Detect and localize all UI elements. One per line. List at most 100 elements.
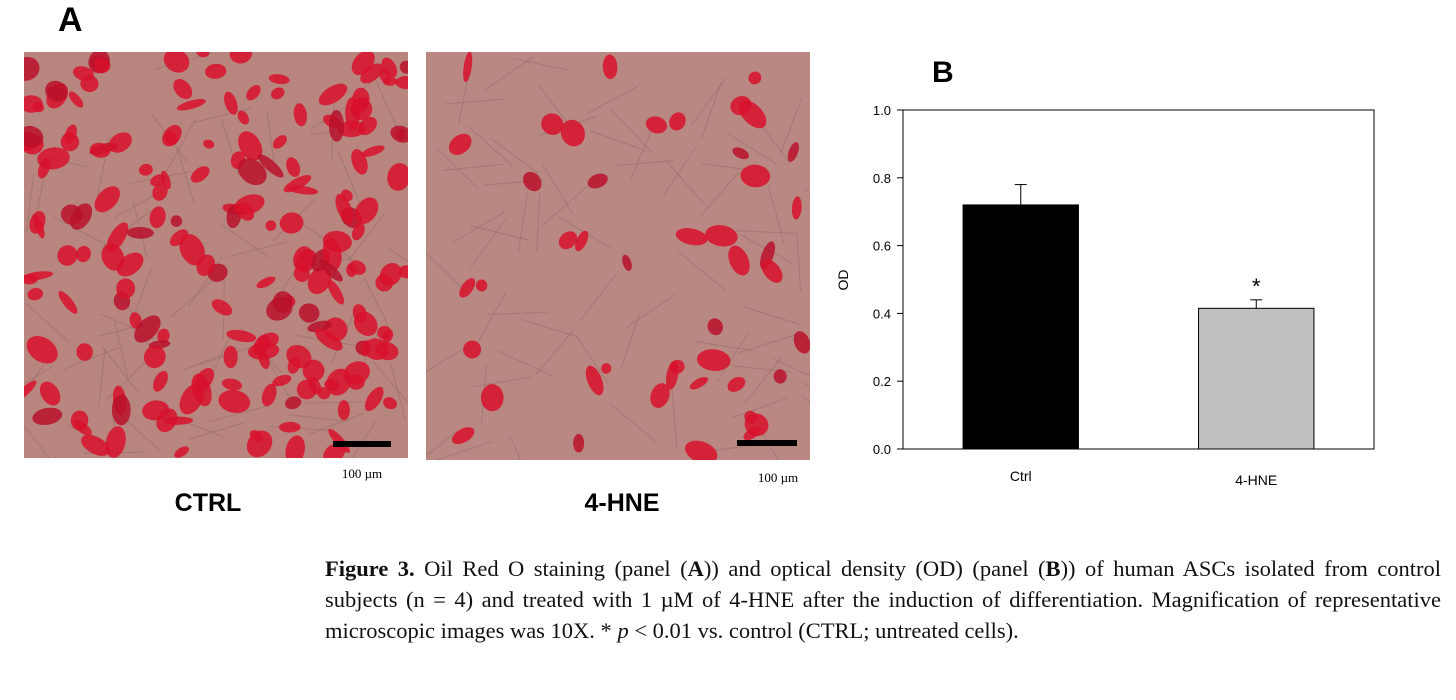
stained-cell <box>138 163 153 176</box>
stained-cell <box>287 185 319 195</box>
stained-cell <box>101 243 125 271</box>
stained-cell <box>395 76 408 90</box>
stained-cell <box>475 279 488 292</box>
stained-cell <box>24 380 37 403</box>
cell-fiber <box>509 436 522 460</box>
stained-cell <box>744 410 758 424</box>
stained-cell <box>191 373 212 407</box>
stained-cell <box>705 225 738 247</box>
stained-cell <box>94 57 109 74</box>
cell-fiber <box>744 306 802 326</box>
cell-fiber <box>347 212 386 262</box>
stained-cell <box>246 430 273 458</box>
stained-cell <box>347 374 365 390</box>
cell-fiber <box>511 57 571 71</box>
stained-cell <box>203 139 215 149</box>
stained-cell <box>237 158 267 186</box>
cell-fiber <box>266 110 276 171</box>
cell-fiber <box>98 348 106 408</box>
bar <box>962 204 1079 450</box>
cell-fiber <box>737 334 796 354</box>
stained-cell <box>38 158 51 179</box>
stained-cell <box>463 52 473 83</box>
stained-cell <box>348 260 366 275</box>
stained-cell <box>108 132 132 153</box>
cell-fiber <box>610 403 658 443</box>
stained-cell <box>224 91 238 115</box>
stained-cell <box>39 381 61 406</box>
stained-cell <box>318 83 348 106</box>
stained-cell <box>669 359 685 374</box>
stained-cell <box>361 145 385 157</box>
stained-cell <box>24 56 40 81</box>
error-bar <box>1014 184 1027 205</box>
stained-cell <box>387 163 408 191</box>
stained-cell <box>253 334 270 356</box>
cell-fiber <box>426 346 466 373</box>
cell-fiber <box>452 211 505 243</box>
stained-cell <box>707 318 724 336</box>
stained-cell <box>190 166 210 183</box>
cell-fiber <box>53 216 108 246</box>
cell-fiber <box>208 405 267 422</box>
stained-cell <box>58 291 78 314</box>
figure: A 100 µm 100 µm CTRL 4-HNE B OD 0.00.20.… <box>24 1 1375 517</box>
stained-cell <box>285 396 302 410</box>
stained-cell <box>278 421 301 433</box>
cell-fiber <box>625 293 677 329</box>
stained-cell <box>328 109 345 142</box>
stained-cell <box>45 80 68 102</box>
cell-fiber <box>678 251 726 290</box>
scale-label: 100 µm <box>342 466 382 481</box>
cell-fiber <box>219 222 269 258</box>
stained-cell <box>196 254 216 277</box>
cell-fiber <box>579 273 618 322</box>
cell-fiber <box>542 185 589 226</box>
stained-cell <box>327 279 345 305</box>
stained-cell <box>272 135 287 149</box>
cell-fiber <box>372 360 408 404</box>
stained-cell <box>383 397 397 410</box>
cell-fiber <box>610 108 653 153</box>
cell-fiber <box>114 319 129 379</box>
stained-cell <box>337 400 350 421</box>
stained-cell <box>81 434 110 456</box>
stained-cell <box>211 299 233 316</box>
cell-fiber <box>386 247 408 263</box>
cell-fiber <box>475 292 507 346</box>
cell-fiber <box>426 429 458 458</box>
stained-cell <box>285 435 305 458</box>
stained-cell <box>169 229 189 247</box>
stained-cell <box>174 446 189 458</box>
stained-cell <box>68 91 84 108</box>
stained-cell <box>32 407 63 426</box>
y-axis-label: OD <box>835 270 851 291</box>
stained-cell <box>748 71 762 85</box>
stained-cell <box>60 132 80 152</box>
y-tick-label: 1.0 <box>873 103 891 118</box>
stained-cell <box>573 433 585 453</box>
plot-frame <box>902 109 1375 450</box>
stained-cell <box>650 383 670 408</box>
stained-cell <box>696 349 731 371</box>
stained-cell <box>272 374 292 387</box>
cell-fiber <box>63 346 120 370</box>
stained-cell <box>26 336 58 364</box>
stained-cell <box>773 369 787 384</box>
stained-cell <box>126 227 154 239</box>
stained-cell <box>601 363 612 374</box>
cell-fiber <box>188 421 246 440</box>
cell-fiber <box>364 278 393 333</box>
caption-text: )) and optical density (OD) (panel ( <box>703 556 1046 581</box>
y-tick-label: 0.0 <box>873 442 891 457</box>
cell-fiber <box>473 376 533 388</box>
micrograph <box>24 52 408 458</box>
stained-cell <box>602 54 618 80</box>
cell-fiber <box>803 382 810 388</box>
stained-cell <box>258 154 284 178</box>
cell-fiber <box>303 401 364 404</box>
stained-cell <box>76 343 93 361</box>
stained-cell <box>143 345 166 369</box>
stained-cell <box>575 230 589 252</box>
bar <box>1198 307 1315 450</box>
